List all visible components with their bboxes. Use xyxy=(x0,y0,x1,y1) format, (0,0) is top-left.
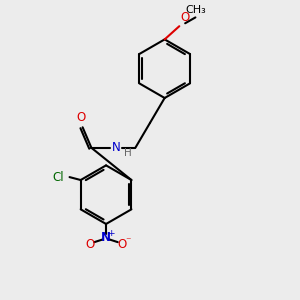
Text: CH₃: CH₃ xyxy=(185,5,206,15)
Text: O: O xyxy=(118,238,127,251)
Text: ⁻: ⁻ xyxy=(125,237,131,247)
Text: O: O xyxy=(76,111,86,124)
Text: O: O xyxy=(181,11,190,24)
Text: +: + xyxy=(108,229,115,238)
Text: H: H xyxy=(124,148,131,158)
Text: N: N xyxy=(112,141,121,154)
Text: O: O xyxy=(85,238,94,251)
Text: Cl: Cl xyxy=(52,171,64,184)
Text: N: N xyxy=(101,231,111,244)
